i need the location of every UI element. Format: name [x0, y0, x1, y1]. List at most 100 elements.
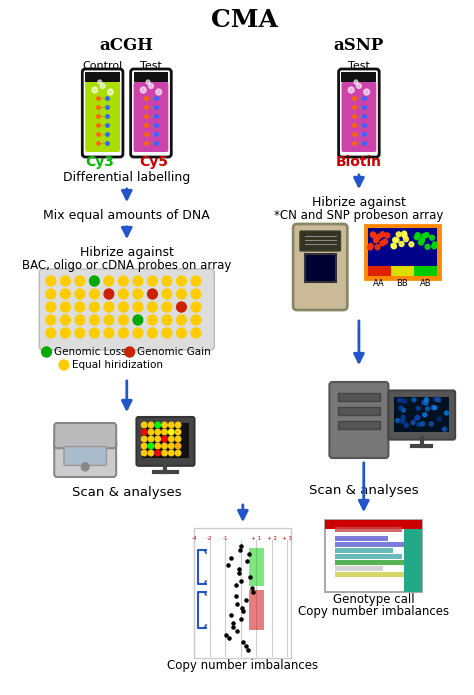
- Circle shape: [364, 89, 370, 95]
- Circle shape: [75, 289, 85, 299]
- Circle shape: [141, 436, 147, 442]
- Text: + 2: + 2: [267, 536, 277, 541]
- Circle shape: [417, 416, 420, 420]
- Circle shape: [177, 315, 186, 325]
- Circle shape: [155, 443, 160, 449]
- Circle shape: [354, 80, 358, 84]
- Circle shape: [412, 398, 416, 402]
- Circle shape: [371, 232, 376, 238]
- Circle shape: [90, 302, 99, 312]
- Circle shape: [403, 399, 407, 403]
- Circle shape: [141, 430, 147, 435]
- Bar: [335, 527, 402, 532]
- Circle shape: [148, 422, 154, 428]
- FancyBboxPatch shape: [134, 82, 168, 152]
- Circle shape: [423, 413, 427, 417]
- Circle shape: [399, 241, 404, 247]
- Circle shape: [46, 276, 56, 286]
- Circle shape: [438, 417, 441, 421]
- Text: -4: -4: [192, 536, 197, 541]
- Circle shape: [147, 328, 157, 338]
- Circle shape: [403, 237, 409, 242]
- Circle shape: [108, 89, 113, 95]
- Circle shape: [104, 315, 114, 325]
- Bar: [404, 529, 422, 592]
- Text: Control: Control: [82, 61, 123, 71]
- Circle shape: [104, 289, 114, 299]
- Circle shape: [371, 232, 375, 237]
- Circle shape: [422, 400, 426, 404]
- Bar: [368, 266, 391, 276]
- Circle shape: [177, 276, 186, 286]
- Circle shape: [148, 430, 154, 435]
- Circle shape: [191, 289, 201, 299]
- Circle shape: [46, 289, 56, 299]
- Text: Genotype call: Genotype call: [333, 594, 414, 607]
- Text: Genomic Gain: Genomic Gain: [137, 347, 211, 357]
- Text: Scan & analyses: Scan & analyses: [309, 484, 419, 496]
- Circle shape: [61, 289, 70, 299]
- Bar: [249, 548, 264, 586]
- Circle shape: [46, 315, 56, 325]
- Bar: [368, 228, 437, 276]
- Circle shape: [431, 406, 435, 409]
- Circle shape: [177, 302, 186, 312]
- Circle shape: [424, 398, 428, 402]
- Circle shape: [445, 411, 448, 415]
- Circle shape: [392, 238, 398, 243]
- Circle shape: [396, 232, 401, 237]
- Circle shape: [162, 443, 167, 449]
- Bar: [414, 266, 437, 276]
- Text: aCGH: aCGH: [100, 37, 154, 54]
- Circle shape: [59, 360, 69, 370]
- Circle shape: [375, 245, 380, 250]
- Text: AA: AA: [374, 279, 385, 288]
- Circle shape: [147, 289, 157, 299]
- Circle shape: [429, 422, 433, 426]
- Circle shape: [75, 315, 85, 325]
- FancyBboxPatch shape: [338, 69, 379, 157]
- Text: AB: AB: [420, 279, 431, 288]
- Bar: [338, 421, 380, 429]
- Circle shape: [348, 87, 354, 93]
- FancyBboxPatch shape: [388, 391, 455, 440]
- Bar: [365, 225, 440, 279]
- Bar: [249, 590, 264, 630]
- Circle shape: [432, 242, 437, 247]
- Text: -1: -1: [223, 536, 228, 541]
- Text: Hibrize against: Hibrize against: [80, 245, 174, 259]
- Circle shape: [434, 397, 438, 401]
- Circle shape: [133, 302, 143, 312]
- Circle shape: [415, 416, 419, 420]
- Circle shape: [61, 328, 70, 338]
- Bar: [335, 572, 407, 577]
- Circle shape: [162, 422, 167, 428]
- Circle shape: [169, 443, 174, 449]
- Circle shape: [374, 238, 378, 243]
- Circle shape: [148, 436, 154, 442]
- Circle shape: [162, 430, 167, 435]
- Circle shape: [61, 315, 70, 325]
- FancyBboxPatch shape: [54, 437, 116, 477]
- Circle shape: [75, 328, 85, 338]
- Bar: [335, 542, 412, 547]
- Circle shape: [82, 463, 89, 471]
- Circle shape: [118, 302, 128, 312]
- Text: Mix equal amounts of DNA: Mix equal amounts of DNA: [44, 208, 210, 222]
- Text: Biotin: Biotin: [336, 155, 382, 169]
- Circle shape: [391, 243, 396, 248]
- Circle shape: [175, 450, 181, 456]
- FancyBboxPatch shape: [54, 423, 116, 448]
- Circle shape: [98, 80, 101, 84]
- Circle shape: [443, 427, 447, 431]
- Text: CMA: CMA: [211, 8, 278, 32]
- Circle shape: [46, 302, 56, 312]
- Circle shape: [425, 244, 430, 250]
- Text: BAC, oligo or cDNA probes on array: BAC, oligo or cDNA probes on array: [22, 259, 231, 272]
- Circle shape: [411, 420, 415, 425]
- Circle shape: [437, 398, 440, 402]
- Circle shape: [401, 416, 405, 419]
- Bar: [325, 520, 422, 592]
- Circle shape: [404, 423, 408, 427]
- Circle shape: [46, 328, 56, 338]
